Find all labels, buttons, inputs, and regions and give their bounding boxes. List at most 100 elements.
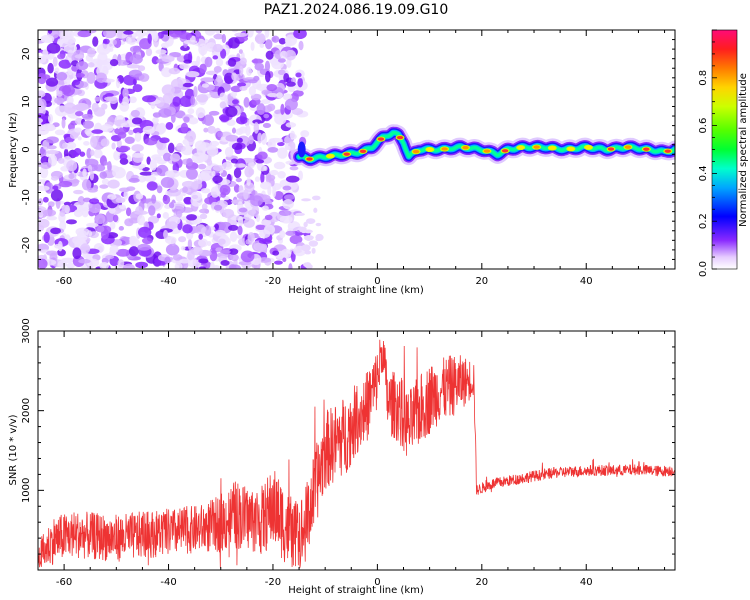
noise-blob — [164, 256, 171, 265]
noise-blob — [264, 30, 270, 38]
noise-blob — [107, 160, 112, 173]
noise-blob — [264, 39, 273, 50]
noise-blob — [95, 72, 107, 83]
noise-blob — [39, 147, 47, 159]
noise-blob — [198, 43, 208, 56]
noise-blob — [74, 54, 85, 59]
ridge-hotspot-core — [377, 137, 385, 141]
colorbar-tick-label: 0.4 — [698, 165, 709, 181]
spectrogram-xlabel: Height of straight line (km) — [288, 285, 424, 296]
noise-blob — [89, 198, 100, 205]
spectrogram-axes: -60 -40 -20 0 20 40 -20 -10 0 10 20 — [21, 29, 676, 287]
noise-blob — [220, 249, 231, 254]
noise-blob — [254, 62, 264, 71]
noise-blob — [185, 168, 198, 180]
noise-blob — [284, 98, 298, 111]
noise-blob — [131, 144, 144, 152]
noise-blob — [122, 87, 129, 99]
noise-blob — [82, 120, 94, 129]
noise-blob — [285, 145, 291, 151]
noise-blob — [170, 113, 176, 123]
noise-blob — [113, 150, 121, 161]
noise-blob — [167, 188, 181, 197]
noise-blob — [225, 134, 239, 142]
noise-blob — [193, 86, 198, 98]
spectrogram-ytick-label: 10 — [21, 95, 32, 108]
noise-blob — [119, 157, 129, 165]
noise-blob — [86, 230, 93, 237]
noise-blob — [243, 218, 255, 228]
noise-blob — [139, 171, 154, 176]
snr-xlabel: Height of straight line (km) — [288, 585, 424, 596]
noise-blob — [265, 50, 274, 60]
noise-blob — [81, 246, 91, 251]
noise-blob — [50, 175, 59, 181]
noise-blob — [239, 85, 248, 91]
noise-blob — [228, 37, 240, 49]
noise-blob — [125, 207, 132, 217]
noise-blob — [200, 170, 214, 181]
noise-blob — [257, 164, 267, 172]
noise-blob — [244, 166, 254, 178]
colorbar-tick-label: 0.0 — [698, 261, 709, 277]
noise-blob — [231, 142, 243, 151]
noise-blob — [285, 81, 296, 87]
noise-blob — [129, 54, 143, 65]
noise-blob — [107, 194, 117, 200]
noise-blob — [151, 154, 162, 160]
noise-blob — [231, 30, 239, 33]
noise-blob — [220, 192, 227, 198]
snr-xtick-label: 0 — [374, 577, 380, 588]
noise-blob — [252, 119, 262, 125]
ridge-hotspot-core — [483, 149, 491, 153]
noise-blob — [258, 239, 273, 245]
noise-blob — [87, 164, 93, 173]
noise-blob — [112, 214, 119, 223]
noise-blob — [118, 226, 124, 231]
noise-blob — [66, 262, 76, 269]
noise-blob — [101, 42, 110, 51]
noise-blob — [209, 140, 220, 147]
noise-blob — [122, 96, 130, 107]
noise-blob — [54, 129, 66, 136]
colorbar-tick-label: 0.8 — [698, 70, 709, 86]
noise-blob — [131, 32, 138, 38]
noise-blob — [129, 236, 135, 246]
noise-blob — [87, 47, 96, 58]
noise-blob — [272, 186, 277, 198]
noise-blob — [116, 59, 130, 66]
noise-blob — [117, 131, 127, 139]
noise-blob — [277, 147, 288, 159]
noise-blob — [135, 261, 149, 269]
noise-blob — [88, 202, 102, 214]
noise-blob — [260, 99, 271, 105]
noise-blob — [128, 69, 143, 78]
noise-blob — [265, 70, 271, 83]
noise-blob — [122, 263, 136, 269]
noise-blob — [77, 230, 88, 242]
noise-blob — [156, 185, 163, 194]
noise-blob — [63, 148, 69, 159]
noise-blob — [213, 33, 224, 40]
noise-blob — [286, 58, 292, 69]
noise-blob — [100, 124, 114, 133]
noise-blob — [161, 84, 176, 96]
ridge-onset — [297, 141, 306, 158]
noise-blob — [233, 163, 247, 168]
spectrogram-xtick-label: 40 — [580, 276, 593, 287]
noise-blob — [213, 65, 222, 73]
noise-blob — [105, 255, 115, 260]
noise-blob — [72, 79, 81, 86]
noise-blob — [226, 119, 236, 127]
noise-blob — [50, 189, 64, 202]
ridge-hotspot-core — [426, 147, 434, 152]
noise-blob — [156, 213, 161, 219]
noise-blob — [198, 266, 207, 269]
snr-ytick-label: 1000 — [21, 478, 32, 503]
noise-blob — [41, 74, 51, 80]
noise-blob — [257, 151, 268, 160]
noise-blob — [81, 179, 92, 191]
noise-blob — [51, 96, 57, 106]
snr-xtick-label: -20 — [265, 577, 281, 588]
noise-blob — [253, 75, 260, 82]
